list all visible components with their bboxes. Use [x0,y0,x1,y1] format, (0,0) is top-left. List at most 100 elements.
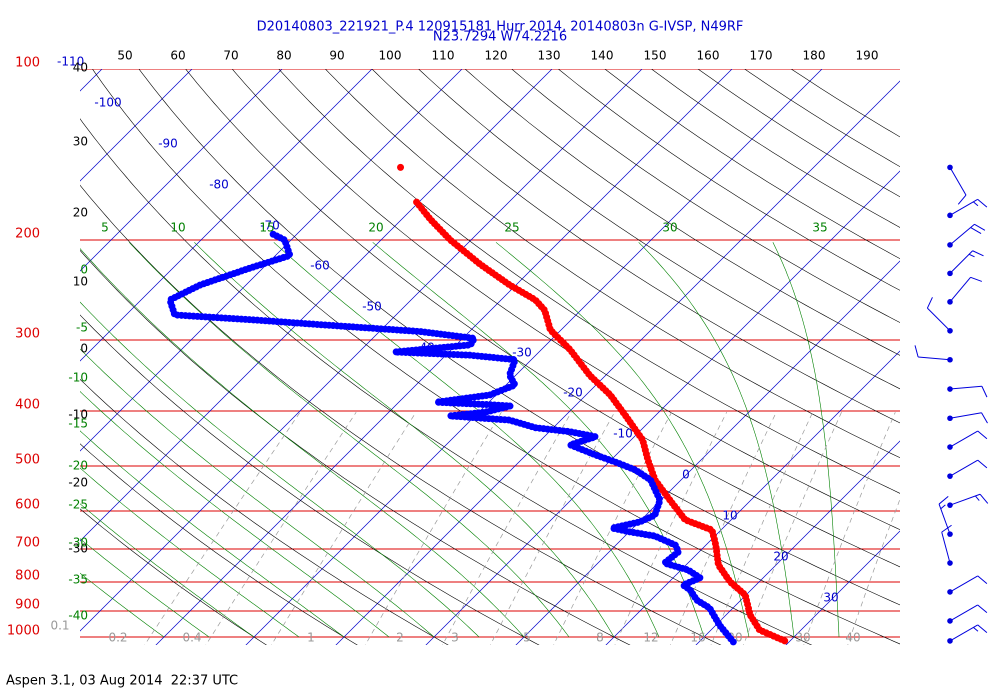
isotherm [80,69,463,452]
wind-staff [918,356,951,361]
wind-feather [981,386,988,398]
wind-feather [968,253,975,258]
dry-adiabat [185,69,900,568]
wind-barb [947,385,988,398]
wind-barb [947,198,988,219]
isotherm-label: -110 [57,55,84,69]
moist-adiabat [128,242,570,638]
dry-adiabat-label: 10 [73,275,88,289]
isotherm [695,440,900,645]
wind-feather [977,198,988,208]
dry-adiabat-label: 20 [73,206,88,220]
dry-adiabat-label: -30 [68,542,88,556]
dry-adiabat [418,69,900,390]
wind-staff [949,412,982,419]
moist-adiabat-label: 30 [662,221,677,235]
grid-layer [80,69,900,645]
isotherm-label: -70 [260,219,280,233]
dry-adiabat-label: -10 [68,408,88,422]
isotherm [80,69,283,272]
wind-feather [938,495,949,505]
isotherm-label: -20 [563,386,583,400]
isotherm-label: -80 [209,178,229,192]
mixing-ratio-label: 8 [596,631,604,645]
dry-adiabat-label: 70 [223,49,238,63]
pressure-label: 400 [15,397,40,412]
moist-adiabat [638,242,795,638]
dry-adiabat-label: 100 [379,49,402,63]
mixing-ratio-line [270,412,417,645]
isotherm-label: -50 [362,300,382,314]
dry-adiabat [80,508,267,645]
wind-feather [957,194,967,205]
isotherm [515,260,900,645]
dry-adiabat-label: 120 [485,49,508,63]
dry-adiabat-label: 110 [432,49,455,63]
moist-adiabat-label: 35 [812,221,827,235]
pressure-label: 800 [15,568,40,583]
wind-barb [941,524,953,566]
wind-feather [973,627,979,632]
wind-feather [979,493,989,504]
moist-adiabat [372,242,705,638]
dry-adiabat-label: 40 [73,61,88,75]
dry-adiabat-label: 160 [697,49,720,63]
isotherm-label: -10 [613,427,633,441]
wind-feather [977,459,988,469]
moist-adiabat-label: -40 [68,609,88,623]
wind-feather [940,504,946,510]
pressure-label: 600 [15,497,40,512]
wind-staff [949,604,978,622]
wind-barb [947,276,983,305]
dry-adiabat-label: 60 [170,49,185,63]
mixing-ratio-label: 0.2 [108,631,127,645]
mixing-ratio-line [803,412,896,645]
moist-adiabat [80,248,525,638]
dry-adiabat [80,314,540,645]
moist-adiabat [80,538,210,638]
wind-staff [941,532,951,564]
moist-adiabat-label: 15 [259,221,274,235]
dry-adiabat-label: 90 [329,49,344,63]
mixing-ratio-line [364,412,502,645]
dry-adiabat [278,69,900,494]
wind-barb [947,575,988,595]
mixing-ratio-label: 12 [643,631,658,645]
moist-adiabat [273,242,660,638]
wind-feather [977,604,988,614]
pressure-label: 200 [15,226,40,241]
isotherm [80,69,643,632]
mixing-ratio-label: 30 [795,631,810,645]
pressure-label: 300 [15,327,40,342]
pressure-label: 500 [15,453,40,468]
isotherm-label: 10 [722,509,737,523]
wind-staff [949,493,981,506]
wind-feather [941,524,952,533]
mixing-ratio-label: 2 [396,631,404,645]
sounding-profile [411,196,789,645]
dry-adiabat [464,69,900,356]
wind-feather [970,227,982,234]
data-layer [166,163,989,646]
sounding-point [397,163,405,171]
chart-subtitle: N23.7294 W74.2216 [433,30,567,45]
wind-staff [949,198,978,216]
wind-feather [974,223,986,231]
dry-adiabat [604,69,900,260]
wind-barb [947,493,989,508]
moist-adiabat [80,467,300,638]
dry-adiabat-label: -20 [68,476,88,490]
wind-feather [914,345,919,358]
mixing-ratio-label: 0.1 [50,619,69,633]
moist-adiabat [80,301,480,638]
dry-adiabat-label: 140 [591,49,614,63]
isotherm-label: 0 [682,468,690,482]
moist-adiabat [495,242,750,638]
moist-adiabat-label: -25 [68,498,88,512]
moist-adiabat-label: -10 [68,371,88,385]
dry-adiabat [80,249,631,645]
dry-adiabat-label: 0 [80,342,88,356]
mixing-ratio-line [710,412,814,645]
wind-barb [947,250,984,277]
